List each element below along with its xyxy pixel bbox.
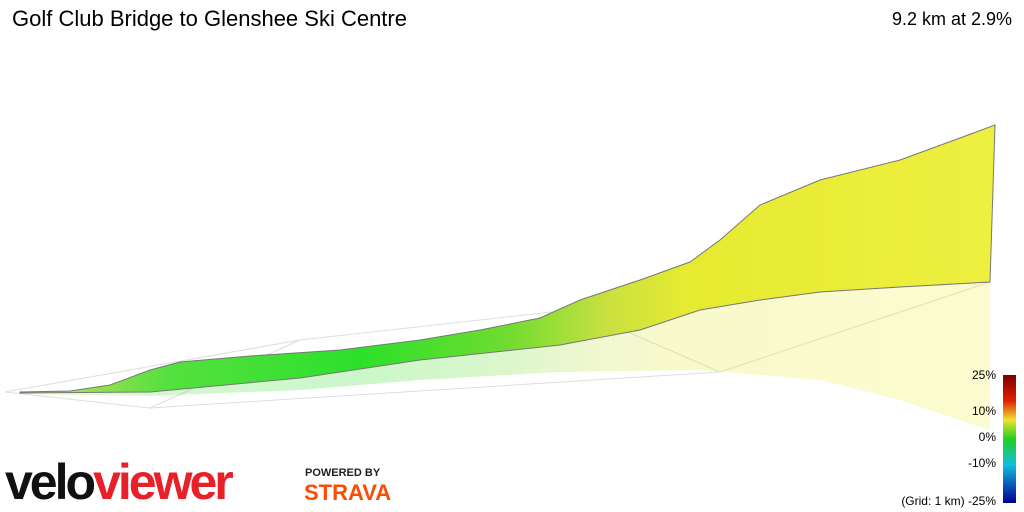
title: Golf Club Bridge to Glenshee Ski Centre	[12, 6, 407, 31]
scale-label: 25%	[972, 368, 996, 382]
strava: STRAVA	[304, 480, 391, 505]
grid-note: (Grid: 1 km) -25%	[901, 494, 996, 508]
scale-label: 0%	[979, 430, 997, 444]
logo-velo: velo	[5, 454, 95, 510]
scale-label: 10%	[972, 404, 996, 418]
stats: 9.2 km at 2.9%	[892, 9, 1012, 29]
gradient-scale	[1003, 375, 1016, 503]
scale-label: -10%	[968, 456, 996, 470]
logo-viewer: viewer	[93, 454, 233, 510]
logo: veloviewer	[5, 454, 233, 510]
powered-by: POWERED BY	[305, 467, 381, 479]
profile-reflection	[20, 282, 990, 430]
profile-ribbon	[19, 124, 996, 394]
